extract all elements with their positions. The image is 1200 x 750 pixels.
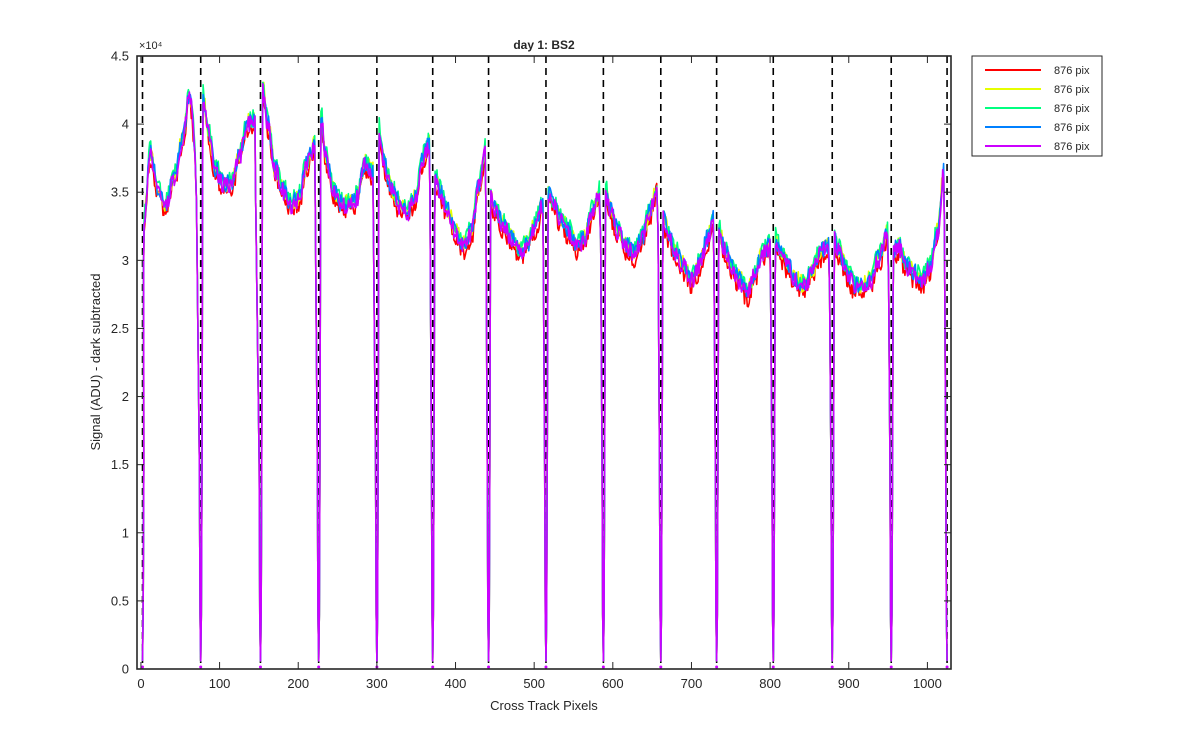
legend: 876 pix 876 pix 876 pix 876 pix 876 pix	[971, 55, 1103, 157]
series-line	[141, 83, 948, 662]
x-tick-label: 400	[445, 676, 467, 691]
y-tick-label: 1.5	[111, 457, 129, 472]
series-lines	[141, 81, 948, 662]
x-tick-label: 500	[523, 676, 545, 691]
boundary-marker	[258, 665, 262, 669]
x-tick-label: 200	[287, 676, 309, 691]
chart-title: day 1: BS2	[513, 38, 575, 52]
x-tick-label: 0	[137, 676, 144, 691]
y-axis-exponent: ×10⁴	[139, 40, 163, 52]
y-tick-label: 2.5	[111, 321, 129, 336]
boundary-marker	[141, 665, 145, 669]
y-axis-ticks: 0 0.5 1 1.5 2 2.5 3 3.5 4 4.5	[111, 49, 951, 677]
y-tick-label: 3	[122, 253, 129, 268]
x-axis-ticks: 0 100 200 300 400 500 600 700 800 900 1000	[137, 56, 942, 691]
boundary-marker	[830, 665, 834, 669]
y-tick-label: 4.5	[111, 49, 129, 64]
legend-box	[971, 55, 1103, 157]
x-tick-label: 700	[681, 676, 703, 691]
x-tick-label: 300	[366, 676, 388, 691]
x-axis-label: Cross Track Pixels	[490, 698, 598, 713]
boundary-marker	[771, 665, 775, 669]
y-tick-label: 1	[122, 525, 129, 540]
y-tick-label: 0.5	[111, 593, 129, 608]
x-tick-label: 900	[838, 676, 860, 691]
boundary-marker	[544, 665, 548, 669]
boundary-marker	[431, 665, 435, 669]
bottom-markers	[141, 665, 949, 669]
boundary-marker	[317, 665, 321, 669]
boundary-marker	[889, 665, 893, 669]
y-tick-label: 0	[122, 662, 129, 677]
x-tick-label: 600	[602, 676, 624, 691]
y-axis-label: Signal (ADU) - dark subtracted	[88, 273, 103, 450]
legend-label: 876 pix	[1054, 103, 1090, 115]
legend-label: 876 pix	[1054, 65, 1090, 77]
boundary-marker	[715, 665, 719, 669]
y-tick-label: 2	[122, 389, 129, 404]
axes-box	[136, 55, 952, 670]
boundary-marker	[659, 665, 663, 669]
boundary-marker	[199, 665, 203, 669]
x-tick-label: 100	[209, 676, 231, 691]
y-tick-label: 3.5	[111, 185, 129, 200]
segment-boundaries	[141, 56, 948, 669]
legend-items: 876 pix 876 pix 876 pix 876 pix 876 pix	[985, 65, 1090, 153]
y-tick-label: 4	[122, 117, 129, 132]
boundary-marker	[945, 665, 949, 669]
boundary-marker	[601, 665, 605, 669]
x-tick-label: 1000	[913, 676, 942, 691]
legend-label: 876 pix	[1054, 84, 1090, 96]
x-tick-label: 800	[759, 676, 781, 691]
legend-label: 876 pix	[1054, 122, 1090, 134]
boundary-marker	[487, 665, 491, 669]
legend-label: 876 pix	[1054, 141, 1090, 153]
